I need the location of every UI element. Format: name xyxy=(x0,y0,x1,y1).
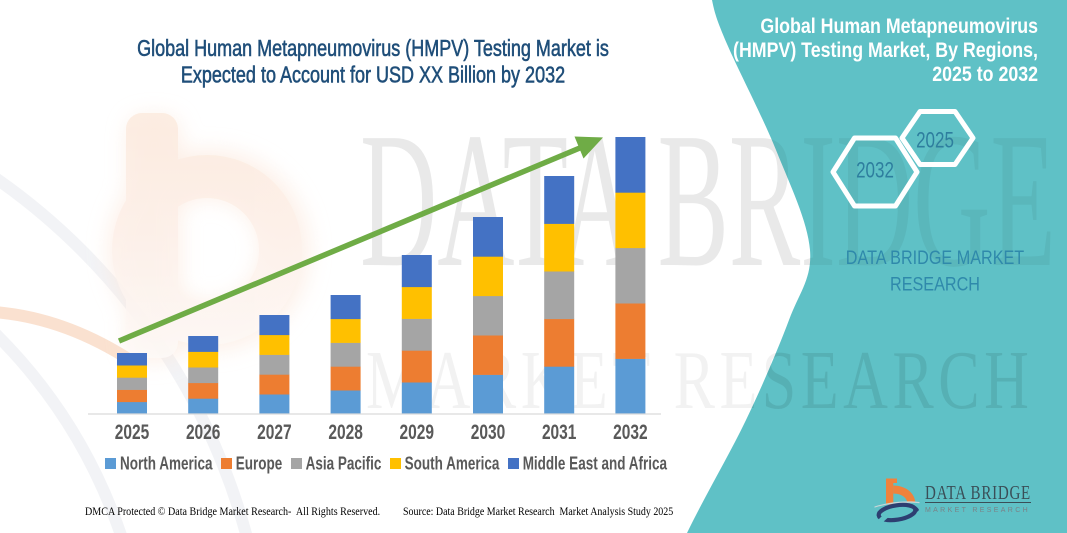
svg-text:DATA BRIDGE: DATA BRIDGE xyxy=(360,93,1056,307)
svg-text:DATA BRIDGE: DATA BRIDGE xyxy=(925,482,1031,504)
svg-text:MARKET RESEARCH: MARKET RESEARCH xyxy=(366,333,1033,426)
svg-text:MARKET RESEARCH: MARKET RESEARCH xyxy=(925,505,1030,514)
